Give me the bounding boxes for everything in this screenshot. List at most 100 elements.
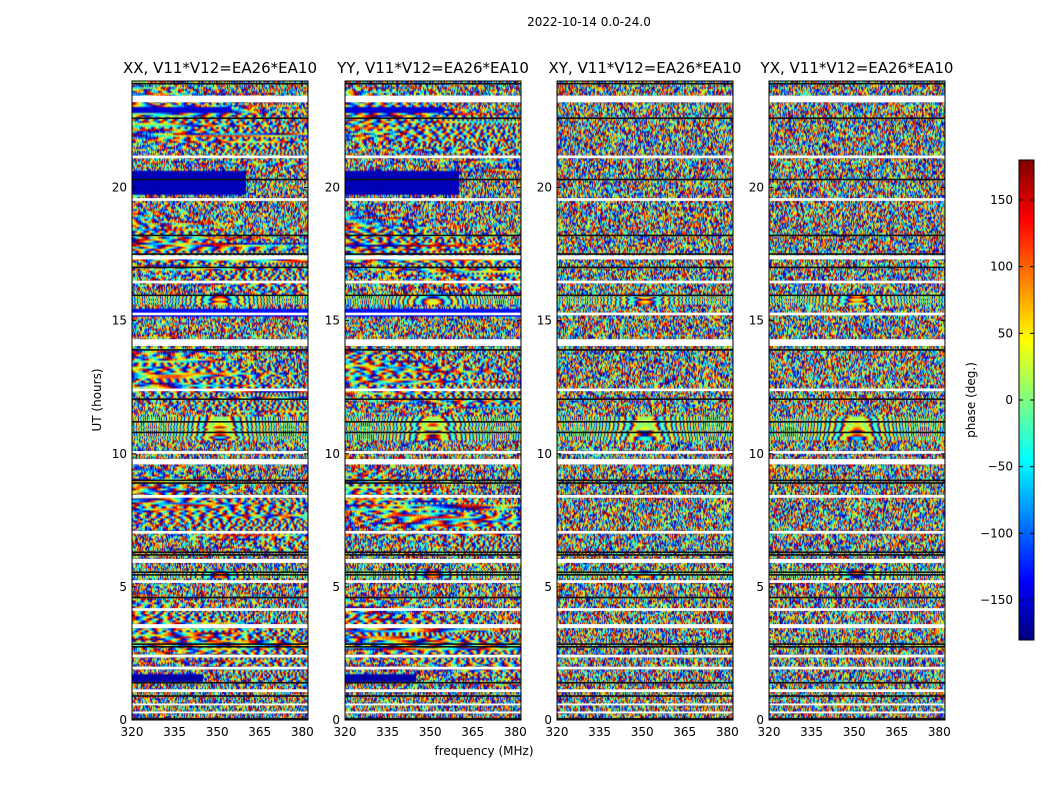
- scan-boundary-line: [345, 482, 521, 484]
- scan-boundary-line: [132, 421, 308, 423]
- scan-boundary-line: [132, 294, 308, 297]
- y-tick-label: 5: [332, 580, 340, 594]
- colorbar-tick-label: 150: [990, 193, 1013, 207]
- y-tick-label: 0: [544, 713, 552, 727]
- phase-raster: [769, 81, 945, 720]
- flagged-band: [132, 388, 308, 392]
- x-axis-label: frequency (MHz): [434, 744, 533, 758]
- y-tick-label: 5: [756, 580, 764, 594]
- panel-frame: [556, 80, 734, 721]
- scan-boundary-line: [769, 178, 945, 181]
- scan-boundary-line: [132, 571, 308, 574]
- panel-4: YX, V11*V12=EA26*EA10 320 335 350 365 380 0 5 10…: [749, 59, 954, 739]
- flagged-band: [557, 255, 733, 260]
- scan-boundary-line: [345, 643, 521, 645]
- scan-boundary-line: [132, 695, 308, 697]
- flagged-band: [557, 339, 733, 346]
- scan-boundary-line: [132, 645, 308, 648]
- scan-boundary-line: [769, 574, 945, 576]
- flagged-band: [769, 198, 945, 201]
- scan-boundary-line: [557, 482, 733, 484]
- flagged-band: [557, 451, 733, 454]
- flagged-band: [769, 530, 945, 534]
- y-tick-label: 10: [749, 447, 764, 461]
- scan-boundary-line: [557, 253, 733, 255]
- x-tick-label: 350: [419, 725, 442, 739]
- scan-boundary-line: [769, 554, 945, 556]
- panel-2: YY, V11*V12=EA26*EA10 320 335 350 365 380 0 5 10…: [325, 59, 529, 739]
- x-tick-label: 350: [206, 725, 229, 739]
- colorbar-tick-label: 50: [998, 326, 1013, 340]
- scan-boundary-line: [557, 82, 733, 85]
- flagged-band: [132, 666, 308, 670]
- colorbar: −150 −100 −50 0 50 100 150 phase (deg.): [964, 159, 1035, 641]
- scan-boundary-line: [132, 596, 308, 599]
- colorbar-tick-label: 0: [1005, 393, 1013, 407]
- x-tick-label: 380: [291, 725, 314, 739]
- flagged-band: [769, 608, 945, 611]
- scan-boundary-line: [769, 117, 945, 120]
- flagged-band: [132, 312, 308, 316]
- y-tick-label: 15: [749, 314, 764, 328]
- scan-boundary-line: [132, 398, 308, 400]
- panel-frame: [131, 80, 309, 721]
- flagged-band: [132, 451, 308, 454]
- scan-boundary-line: [345, 574, 521, 576]
- scan-boundary-line: [345, 349, 521, 351]
- scan-boundary-line: [345, 294, 521, 297]
- scan-boundary-line: [132, 253, 308, 255]
- flagged-band: [557, 624, 733, 629]
- flagged-band: [345, 255, 521, 260]
- flagged-band: [557, 312, 733, 316]
- y-tick-label: 20: [749, 181, 764, 195]
- scan-boundary-line: [769, 645, 945, 648]
- scan-boundary-line: [557, 266, 733, 269]
- flagged-band: [769, 558, 945, 563]
- scan-boundary-line: [769, 681, 945, 684]
- scan-boundary-line: [132, 574, 308, 576]
- y-tick-label: 0: [756, 713, 764, 727]
- scan-boundary-line: [345, 234, 521, 237]
- scan-boundary-line: [345, 82, 521, 85]
- flagged-band: [132, 339, 308, 346]
- scan-boundary-line: [557, 349, 733, 351]
- scan-boundary-line: [557, 479, 733, 482]
- scan-boundary-line: [557, 643, 733, 645]
- flagged-band: [557, 711, 733, 714]
- flagged-band: [557, 558, 733, 563]
- scan-boundary-line: [132, 117, 308, 120]
- x-tick-label: 335: [800, 725, 823, 739]
- flagged-band: [345, 580, 521, 583]
- flagged-band: [769, 495, 945, 498]
- flagged-band: [557, 155, 733, 159]
- scan-boundary-line: [769, 398, 945, 400]
- scan-boundary-line: [769, 551, 945, 554]
- x-tick-label: 350: [631, 725, 654, 739]
- phase-raster: [345, 81, 521, 720]
- flagged-band: [769, 654, 945, 658]
- scan-boundary-line: [345, 681, 521, 684]
- flagged-band: [345, 198, 521, 201]
- y-tick-label: 20: [325, 181, 340, 195]
- flagged-band: [345, 711, 521, 714]
- scan-boundary-line: [132, 681, 308, 684]
- scan-boundary-line: [769, 643, 945, 645]
- flagged-band: [769, 312, 945, 316]
- flagged-band: [345, 689, 521, 693]
- scan-boundary-line: [132, 82, 308, 85]
- scan-boundary-line: [345, 551, 521, 554]
- scan-boundary-line: [557, 421, 733, 423]
- scan-boundary-line: [345, 431, 521, 434]
- scan-boundary-line: [769, 82, 945, 85]
- flagged-band: [132, 608, 308, 611]
- panels: XX, V11*V12=EA26*EA10 320 335 350 365 380 0 5 10…: [112, 59, 954, 739]
- flagged-band: [132, 280, 308, 284]
- flagged-band: [345, 95, 521, 103]
- scan-boundary-line: [345, 398, 521, 400]
- flagged-band: [345, 495, 521, 498]
- scan-boundary-line: [345, 596, 521, 599]
- flagged-band: [557, 495, 733, 498]
- scan-boundary-line: [769, 695, 945, 697]
- flagged-band: [345, 451, 521, 454]
- flagged-band: [769, 459, 945, 465]
